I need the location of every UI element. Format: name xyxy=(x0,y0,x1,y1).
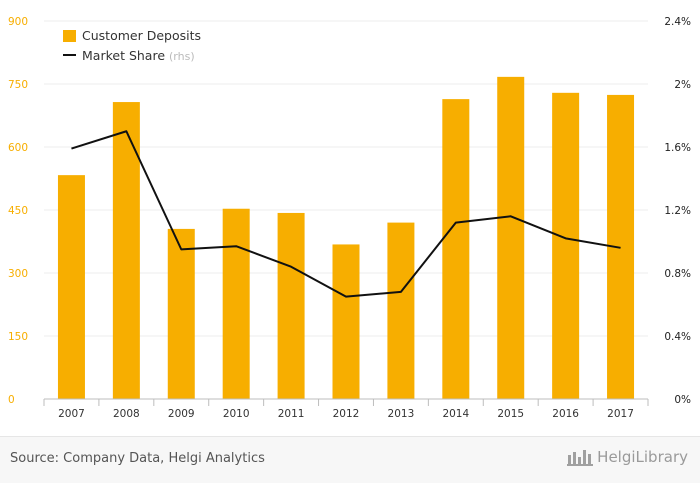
bar xyxy=(442,99,470,400)
right-tick-label: 0.8% xyxy=(664,268,691,280)
right-tick-label: 1.2% xyxy=(664,205,691,217)
bar xyxy=(332,244,360,399)
left-tick-label: 300 xyxy=(8,268,28,280)
source-note: Source: Company Data, Helgi Analytics xyxy=(10,451,265,466)
x-tick-label: 2010 xyxy=(223,408,250,420)
gridlines xyxy=(44,20,648,337)
x-tick-label: 2014 xyxy=(442,408,469,420)
legend-label-customer-deposits: Customer Deposits xyxy=(82,28,201,43)
bar xyxy=(112,102,140,399)
brand-name: HelgiLibrary xyxy=(597,448,688,466)
right-tick-label: 0.4% xyxy=(664,331,691,343)
x-tick-label: 2015 xyxy=(497,408,524,420)
x-tick-label: 2011 xyxy=(278,408,305,420)
x-tick-label: 2009 xyxy=(168,408,195,420)
axes: 0 0% 150 0.4% 300 0.8% 450 1.2% 600 1.6% 750 2% 900 2… xyxy=(8,16,691,420)
bar xyxy=(497,76,525,400)
bar xyxy=(167,228,195,399)
right-tick-label: 2.4% xyxy=(664,16,691,28)
legend-label-market-share-name: Market Share xyxy=(82,48,165,63)
x-tick-label: 2012 xyxy=(333,408,360,420)
right-tick-label: 1.6% xyxy=(664,142,691,154)
bars xyxy=(57,76,635,400)
bar xyxy=(57,175,85,399)
x-tick-label: 2017 xyxy=(607,408,634,420)
brand: HelgiLibrary xyxy=(567,448,688,466)
legend-swatch-customer-deposits xyxy=(63,30,76,42)
left-tick-label: 750 xyxy=(8,79,28,91)
helgi-logo-icon xyxy=(567,448,594,466)
footer: Source: Company Data, Helgi Analytics He… xyxy=(0,436,700,483)
bar xyxy=(222,208,250,399)
bar xyxy=(277,212,305,399)
x-tick-label: 2007 xyxy=(58,408,85,420)
left-tick-label: 150 xyxy=(8,331,28,343)
right-tick-label: 0% xyxy=(674,394,691,406)
right-tick-label: 2% xyxy=(674,79,691,91)
left-tick-label: 600 xyxy=(8,142,28,154)
left-tick-label: 450 xyxy=(8,205,28,217)
x-tick-label: 2008 xyxy=(113,408,140,420)
bar xyxy=(552,92,580,399)
x-tick-label: 2016 xyxy=(552,408,579,420)
market-share-line xyxy=(71,130,621,298)
left-tick-label: 900 xyxy=(8,16,28,28)
x-tick-label: 2013 xyxy=(388,408,415,420)
legend-label-market-share-suffix: (rhs) xyxy=(169,50,195,63)
legend-label-market-share: Market Share (rhs) xyxy=(82,48,195,63)
bar xyxy=(387,222,415,399)
left-tick-label: 0 xyxy=(8,394,15,406)
legend: Customer Deposits Market Share (rhs) xyxy=(63,28,201,63)
